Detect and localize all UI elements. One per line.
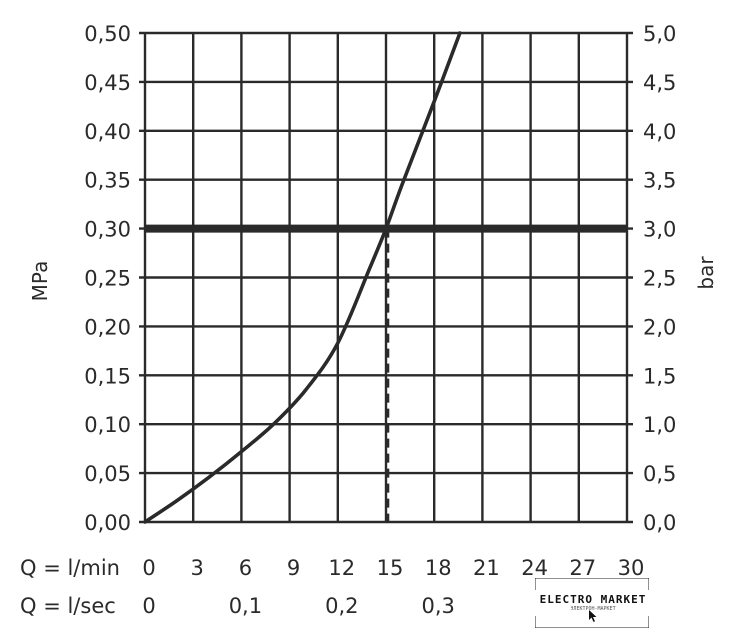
right-tick-label: 4,0	[643, 120, 676, 144]
x-tick-label-lsec: 0,2	[325, 594, 358, 618]
right-tick-label: 5,0	[643, 22, 676, 46]
left-axis-label: MPa	[28, 261, 52, 302]
left-tick-label: 0,20	[84, 315, 131, 339]
left-tick-label: 0,05	[84, 462, 131, 486]
left-tick-label: 0,35	[84, 169, 131, 193]
series-group	[143, 31, 462, 524]
left-tick-label: 0,40	[84, 120, 131, 144]
right-tick-label: 1,0	[643, 413, 676, 437]
x-tick-label-lmin: 21	[473, 556, 500, 580]
right-tick-label: 0,5	[643, 462, 676, 486]
x-tick-label-lmin: 9	[287, 556, 300, 580]
x-tick-label-lmin: 27	[569, 556, 596, 580]
right-tick-label: 0,0	[643, 511, 676, 535]
left-tick-label: 0,00	[84, 511, 131, 535]
x-tick-label-lmin: 3	[191, 556, 204, 580]
left-axis-ticks: 0,00 0,05 0,10 0,15 0,20 0,25 0,30 0,35 0,40 0,45…	[84, 22, 131, 535]
x-tick-label-lmin: 0	[142, 556, 155, 580]
right-axis-label: bar	[694, 256, 718, 290]
left-tick-label: 0,25	[84, 267, 131, 291]
grid	[139, 31, 633, 524]
left-tick-label: 0,50	[84, 22, 131, 46]
x-tick-label-lmin: 30	[618, 556, 645, 580]
x-row2-prefix: Q = l/sec	[20, 594, 116, 618]
right-tick-label: 3,0	[643, 218, 676, 242]
right-tick-label: 4,5	[643, 71, 676, 95]
right-tick-label: 3,5	[643, 169, 676, 193]
x-tick-label-lmin: 15	[377, 556, 404, 580]
left-tick-label: 0,10	[84, 413, 131, 437]
series-line	[143, 31, 462, 524]
x-tick-label-lmin: 12	[328, 556, 355, 580]
right-axis-ticks: 0,0 0,5 1,0 1,5 2,0 2,5 3,0 3,5 4,0 4,5 5,0	[643, 22, 676, 535]
x-axis-ticks: 0 3 6 9 12 15 18 21 24 27 30 0 0,1 0,2 0,3	[142, 556, 644, 618]
x-tick-label-lsec: 0,3	[421, 594, 454, 618]
x-tick-label-lmin: 18	[425, 556, 452, 580]
right-tick-label: 1,5	[643, 364, 676, 388]
x-tick-label-lsec: 0,1	[229, 594, 262, 618]
x-tick-label-lmin: 6	[239, 556, 252, 580]
watermark-title: ELECTRO MARKET	[539, 593, 647, 606]
left-tick-label: 0,45	[84, 71, 131, 95]
watermark-subtitle: ЭЛЕКТРОН-МАРКЕТ	[570, 606, 616, 612]
x-row1-prefix: Q = l/min	[20, 556, 120, 580]
x-tick-label-lmin: 24	[521, 556, 548, 580]
right-tick-label: 2,0	[643, 315, 676, 339]
left-tick-label: 0,15	[84, 364, 131, 388]
cursor-arrow-icon	[589, 610, 597, 622]
left-tick-label: 0,30	[84, 218, 131, 242]
right-tick-label: 2,5	[643, 267, 676, 291]
x-tick-label-lsec: 0	[142, 594, 155, 618]
